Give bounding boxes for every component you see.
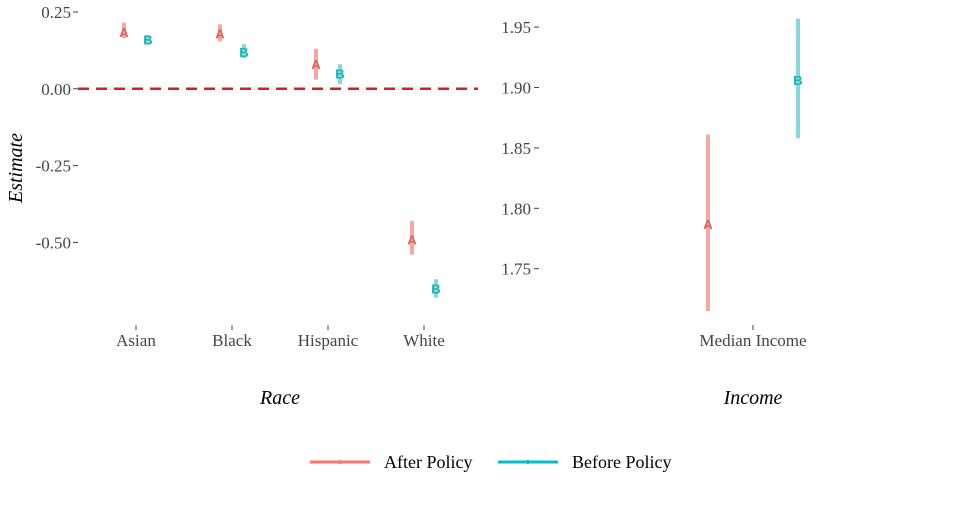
race-xtick-label-black: Black — [212, 331, 252, 350]
income-ytick-label: 1.95 — [501, 18, 531, 37]
income-ytick-label: 1.85 — [501, 139, 531, 158]
income-panel: 1.95 1.90 1.85 1.80 1.75 Median Income Income A… — [501, 18, 806, 409]
legend: After Policy Before Policy — [310, 452, 671, 472]
point-label-after-policy-hispanic: A — [311, 57, 321, 72]
point-label-before-policy-median-income: B — [793, 73, 802, 88]
race-ytick-label: 0.00 — [41, 80, 71, 99]
point-label-before-policy-white: B — [431, 281, 440, 296]
race-ytick-label: 0.25 — [41, 3, 71, 22]
legend-item-before-policy: Before Policy — [498, 452, 671, 472]
point-label-before-policy-asian: B — [143, 33, 152, 48]
y-axis-title: Estimate — [5, 133, 27, 204]
point-label-before-policy-black: B — [239, 45, 248, 60]
race-x-axis-title: Race — [259, 387, 300, 409]
income-ytick-label: 1.90 — [501, 78, 531, 97]
legend-swatch-dot — [338, 460, 342, 464]
income-x-axis-title: Income — [723, 387, 783, 409]
race-xtick-label-asian: Asian — [116, 331, 156, 350]
point-label-after-policy-asian: A — [119, 25, 129, 40]
income-ytick-label: 1.80 — [501, 199, 531, 218]
legend-swatch-dot — [526, 460, 530, 464]
legend-label-before-policy: Before Policy — [572, 452, 671, 472]
race-panel: 0.25 0.00 -0.25 -0.50 Asian Black Hispanic Whit… — [5, 3, 478, 409]
race-ytick-label: -0.25 — [36, 157, 71, 176]
point-label-after-policy-white: A — [407, 232, 417, 247]
legend-item-after-policy: After Policy — [310, 452, 472, 472]
race-xtick-label-hispanic: Hispanic — [298, 331, 359, 350]
point-label-before-policy-hispanic: B — [335, 66, 344, 81]
point-label-after-policy-median-income: A — [703, 217, 713, 232]
income-xtick-label-median-income: Median Income — [699, 331, 806, 350]
point-label-after-policy-black: A — [215, 27, 225, 42]
race-xtick-label-white: White — [403, 331, 445, 350]
legend-label-after-policy: After Policy — [384, 452, 472, 472]
race-ytick-label: -0.50 — [36, 233, 71, 252]
income-ytick-label: 1.75 — [501, 260, 531, 279]
